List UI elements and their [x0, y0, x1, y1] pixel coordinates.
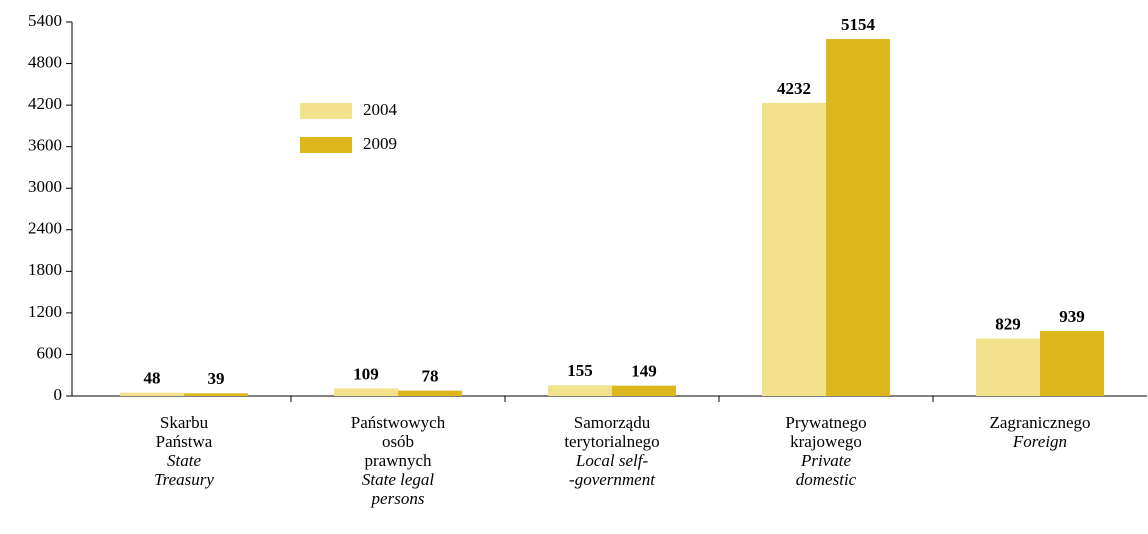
- y-tick-label: 600: [37, 343, 63, 362]
- x-tick-label: Zagranicznego: [990, 413, 1091, 432]
- x-tick-label-en: State legal: [362, 470, 435, 489]
- x-tick-label: Prywatnego: [785, 413, 866, 432]
- bar: [826, 39, 890, 396]
- value-label: 109: [353, 364, 379, 383]
- value-label: 4232: [777, 79, 811, 98]
- bar: [120, 392, 184, 396]
- legend-swatch: [300, 137, 352, 153]
- value-label: 829: [995, 314, 1021, 333]
- y-tick-label: 0: [54, 385, 63, 404]
- value-label: 149: [631, 362, 657, 381]
- y-tick-label: 1800: [28, 260, 62, 279]
- legend-label: 2009: [363, 134, 397, 153]
- y-tick-label: 1200: [28, 302, 62, 321]
- y-tick-label: 2400: [28, 219, 62, 238]
- bar: [1040, 330, 1104, 396]
- y-tick-label: 4200: [28, 94, 62, 113]
- value-label: 5154: [841, 15, 876, 34]
- legend-label: 2004: [363, 100, 398, 119]
- bar: [398, 390, 462, 396]
- bar: [334, 388, 398, 396]
- value-label: 39: [208, 369, 225, 388]
- x-tick-label: prawnych: [364, 451, 432, 470]
- bar: [762, 102, 826, 397]
- y-tick-label: 5400: [28, 11, 62, 30]
- y-tick-label: 4800: [28, 52, 62, 71]
- value-label: 78: [422, 367, 439, 386]
- x-tick-label-en: domestic: [796, 470, 857, 489]
- x-tick-label-en: -government: [569, 470, 656, 489]
- y-tick-label: 3600: [28, 136, 62, 155]
- value-label: 48: [144, 369, 161, 388]
- x-tick-label: terytorialnego: [564, 432, 659, 451]
- x-tick-label: osób: [382, 432, 414, 451]
- x-tick-label: Państwowych: [351, 413, 446, 432]
- x-tick-label: Samorządu: [574, 413, 651, 432]
- value-label: 939: [1059, 307, 1085, 326]
- bar: [184, 393, 248, 396]
- x-tick-label: Skarbu: [160, 413, 209, 432]
- x-tick-label: Państwa: [156, 432, 213, 451]
- x-tick-label-en: Local self-: [575, 451, 649, 470]
- x-tick-label-en: Treasury: [154, 470, 214, 489]
- x-tick-label-en: Private: [800, 451, 851, 470]
- x-tick-label: krajowego: [790, 432, 862, 451]
- value-label: 155: [567, 361, 593, 380]
- bar: [548, 385, 612, 396]
- x-tick-label-en: persons: [371, 489, 425, 508]
- x-tick-label-en: Foreign: [1012, 432, 1067, 451]
- bar: [976, 338, 1040, 396]
- x-tick-label-en: State: [167, 451, 201, 470]
- y-tick-label: 3000: [28, 177, 62, 196]
- bar: [612, 385, 676, 396]
- legend-swatch: [300, 103, 352, 119]
